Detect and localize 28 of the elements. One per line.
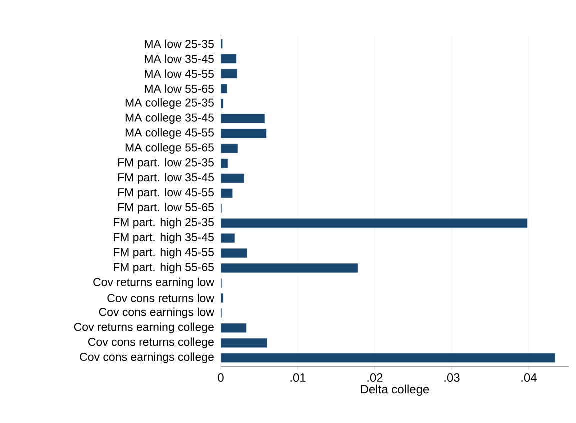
y-tick-label: MA low 55-65: [145, 84, 214, 94]
y-tick-label: FM part. high 35-45: [114, 233, 214, 244]
y-tick-label: MA college 35-45: [126, 113, 214, 124]
x-tick-label: 0: [218, 374, 224, 382]
y-tick-label: MA low 45-55: [145, 70, 214, 78]
x-tick-label: .01: [290, 374, 306, 382]
y-tick-label: Cov cons earnings low: [99, 308, 214, 319]
y-tick-label: FM part. high 45-55: [114, 248, 214, 259]
y-tick-label: FM part. low 25-35: [118, 158, 214, 169]
y-tick-label: MA college 45-55: [126, 128, 214, 140]
y-tick-label: MA low 25-35: [145, 40, 214, 48]
y-tick-label: Cov cons returns college: [88, 338, 214, 348]
y-tick-label: MA college 25-35: [126, 98, 214, 110]
y-tick-label: FM part. low 35-45: [118, 173, 214, 184]
y-tick-label: Cov cons returns low: [108, 294, 214, 302]
y-tick-label: Cov returns earning college: [74, 322, 214, 334]
y-tick-label: FM part. high 55-65: [114, 262, 214, 274]
x-tick-label: .02: [368, 374, 383, 382]
y-tick-label: FM part. low 55-65: [118, 203, 214, 214]
x-tick-label: .03: [444, 374, 460, 382]
y-tick-label: MA college 55-65: [126, 143, 214, 154]
y-tick-label: MA low 35-45: [145, 54, 214, 64]
x-tick-label: .04: [522, 374, 537, 382]
y-tick-label: FM part. high 25-35: [114, 218, 214, 229]
x-axis-title: Delta college: [361, 384, 430, 396]
y-tick-label: Cov cons earnings college: [80, 352, 214, 364]
y-tick-label: FM part. low 45-55: [118, 188, 214, 199]
y-tick-label: Cov returns earning low: [94, 278, 214, 289]
